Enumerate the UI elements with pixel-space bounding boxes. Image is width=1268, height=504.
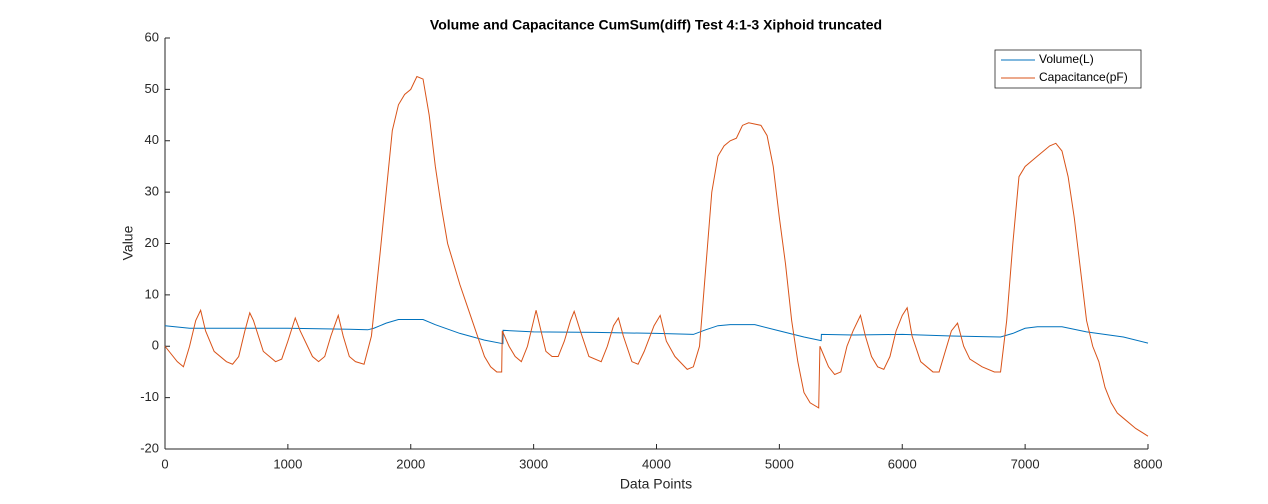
x-tick-label: 0: [161, 456, 168, 471]
legend-label: Capacitance(pF): [1039, 70, 1128, 84]
series-line: [164, 319, 1149, 345]
x-axis-label: Data Points: [620, 476, 692, 492]
x-tick-label: 3000: [519, 456, 548, 471]
x-tick-label: 6000: [888, 456, 917, 471]
x-tick-label: 8000: [1134, 456, 1163, 471]
y-tick-label: 30: [145, 184, 159, 199]
x-tick-label: 1000: [273, 456, 302, 471]
y-tick-label: 10: [145, 286, 159, 301]
x-tick-label: 7000: [1011, 456, 1040, 471]
chart-title: Volume and Capacitance CumSum(diff) Test…: [430, 17, 882, 33]
y-tick-label: 40: [145, 132, 159, 147]
y-tick-label: -20: [140, 440, 159, 455]
legend-label: Volume(L): [1039, 52, 1094, 66]
y-tick-label: 0: [152, 338, 159, 353]
y-tick-label: -10: [140, 389, 159, 404]
legend-box: [994, 49, 1142, 89]
y-tick-label: 50: [145, 81, 159, 96]
x-tick-label: 2000: [396, 456, 425, 471]
y-tick-label: 60: [145, 29, 159, 44]
y-tick-label: 20: [145, 235, 159, 250]
x-tick-label: 4000: [642, 456, 671, 471]
series-line: [164, 75, 1149, 437]
y-axis-label: Value: [120, 225, 136, 260]
x-tick-label: 5000: [765, 456, 794, 471]
